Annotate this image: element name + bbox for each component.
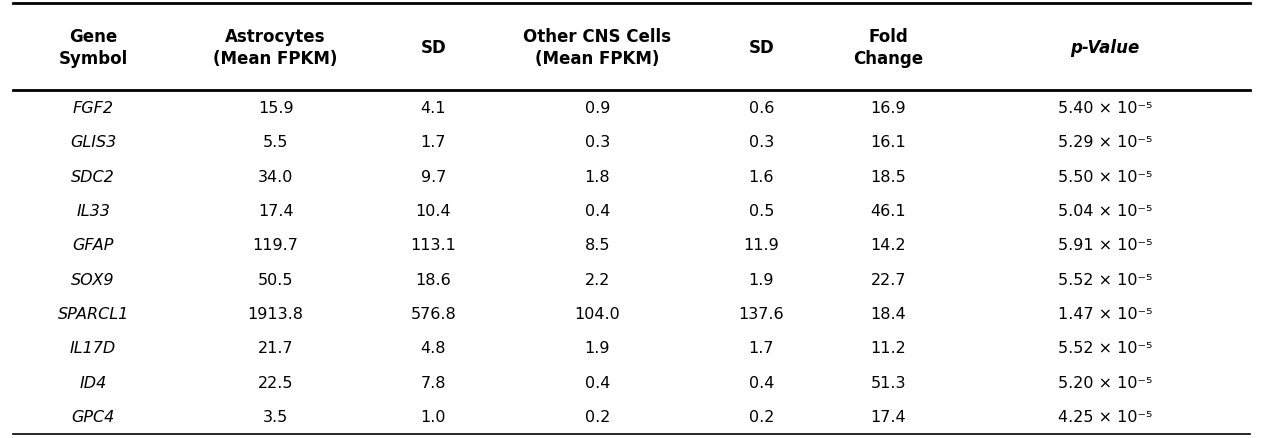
- Text: 0.4: 0.4: [749, 375, 774, 390]
- Text: 34.0: 34.0: [258, 169, 293, 184]
- Text: 5.52 × 10⁻⁵: 5.52 × 10⁻⁵: [1057, 272, 1152, 287]
- Text: 0.3: 0.3: [585, 135, 610, 150]
- Text: ID4: ID4: [80, 375, 106, 390]
- Text: 22.7: 22.7: [870, 272, 906, 287]
- Text: FGF2: FGF2: [72, 101, 114, 116]
- Text: 5.91 × 10⁻⁵: 5.91 × 10⁻⁵: [1057, 238, 1152, 253]
- Text: 17.4: 17.4: [870, 409, 906, 424]
- Text: 8.5: 8.5: [585, 238, 610, 253]
- Text: 1913.8: 1913.8: [248, 306, 303, 321]
- Text: 15.9: 15.9: [258, 101, 293, 116]
- Text: 137.6: 137.6: [739, 306, 784, 321]
- Text: 1.7: 1.7: [421, 135, 446, 150]
- Text: 0.4: 0.4: [585, 375, 610, 390]
- Text: 1.6: 1.6: [749, 169, 774, 184]
- Text: SDC2: SDC2: [71, 169, 115, 184]
- Text: 18.6: 18.6: [416, 272, 451, 287]
- Text: Other CNS Cells
(Mean FPKM): Other CNS Cells (Mean FPKM): [523, 28, 672, 68]
- Text: 16.1: 16.1: [870, 135, 907, 150]
- Text: p-Value: p-Value: [1070, 39, 1139, 57]
- Text: IL33: IL33: [76, 204, 110, 219]
- Text: 0.3: 0.3: [749, 135, 774, 150]
- Text: 5.29 × 10⁻⁵: 5.29 × 10⁻⁵: [1057, 135, 1152, 150]
- Text: 0.6: 0.6: [749, 101, 774, 116]
- Text: 51.3: 51.3: [870, 375, 906, 390]
- Text: 50.5: 50.5: [258, 272, 293, 287]
- Text: 0.2: 0.2: [585, 409, 610, 424]
- Text: Astrocytes
(Mean FPKM): Astrocytes (Mean FPKM): [213, 28, 337, 68]
- Text: 1.9: 1.9: [585, 340, 610, 356]
- Text: 576.8: 576.8: [410, 306, 456, 321]
- Text: 46.1: 46.1: [870, 204, 906, 219]
- Text: 1.9: 1.9: [749, 272, 774, 287]
- Text: 17.4: 17.4: [258, 204, 293, 219]
- Text: 0.2: 0.2: [749, 409, 774, 424]
- Text: SOX9: SOX9: [71, 272, 115, 287]
- Text: 5.20 × 10⁻⁵: 5.20 × 10⁻⁵: [1057, 375, 1152, 390]
- Text: 11.9: 11.9: [744, 238, 779, 253]
- Text: 1.7: 1.7: [749, 340, 774, 356]
- Text: 5.40 × 10⁻⁵: 5.40 × 10⁻⁵: [1057, 101, 1152, 116]
- Text: 3.5: 3.5: [263, 409, 288, 424]
- Text: SPARCL1: SPARCL1: [57, 306, 129, 321]
- Text: 10.4: 10.4: [416, 204, 451, 219]
- Text: SD: SD: [421, 39, 446, 57]
- Text: Fold
Change: Fold Change: [854, 28, 923, 68]
- Text: 1.47 × 10⁻⁵: 1.47 × 10⁻⁵: [1057, 306, 1152, 321]
- Text: 119.7: 119.7: [253, 238, 298, 253]
- Text: Gene
Symbol: Gene Symbol: [58, 28, 128, 68]
- Text: GFAP: GFAP: [72, 238, 114, 253]
- Text: 11.2: 11.2: [870, 340, 907, 356]
- Text: GPC4: GPC4: [72, 409, 115, 424]
- Text: GLIS3: GLIS3: [69, 135, 116, 150]
- Text: 104.0: 104.0: [575, 306, 620, 321]
- Text: 14.2: 14.2: [870, 238, 906, 253]
- Text: 2.2: 2.2: [585, 272, 610, 287]
- Text: 5.50 × 10⁻⁵: 5.50 × 10⁻⁵: [1057, 169, 1152, 184]
- Text: 4.25 × 10⁻⁵: 4.25 × 10⁻⁵: [1057, 409, 1152, 424]
- Text: 18.4: 18.4: [870, 306, 907, 321]
- Text: 0.4: 0.4: [585, 204, 610, 219]
- Text: 4.8: 4.8: [421, 340, 446, 356]
- Text: 5.04 × 10⁻⁵: 5.04 × 10⁻⁵: [1057, 204, 1152, 219]
- Text: 5.52 × 10⁻⁵: 5.52 × 10⁻⁵: [1057, 340, 1152, 356]
- Text: 4.1: 4.1: [421, 101, 446, 116]
- Text: 0.5: 0.5: [749, 204, 774, 219]
- Text: 113.1: 113.1: [410, 238, 456, 253]
- Text: 1.0: 1.0: [421, 409, 446, 424]
- Text: 22.5: 22.5: [258, 375, 293, 390]
- Text: 18.5: 18.5: [870, 169, 907, 184]
- Text: IL17D: IL17D: [69, 340, 116, 356]
- Text: 9.7: 9.7: [421, 169, 446, 184]
- Text: SD: SD: [749, 39, 774, 57]
- Text: 21.7: 21.7: [258, 340, 293, 356]
- Text: 16.9: 16.9: [870, 101, 906, 116]
- Text: 0.9: 0.9: [585, 101, 610, 116]
- Text: 1.8: 1.8: [585, 169, 610, 184]
- Text: 7.8: 7.8: [421, 375, 446, 390]
- Text: 5.5: 5.5: [263, 135, 288, 150]
